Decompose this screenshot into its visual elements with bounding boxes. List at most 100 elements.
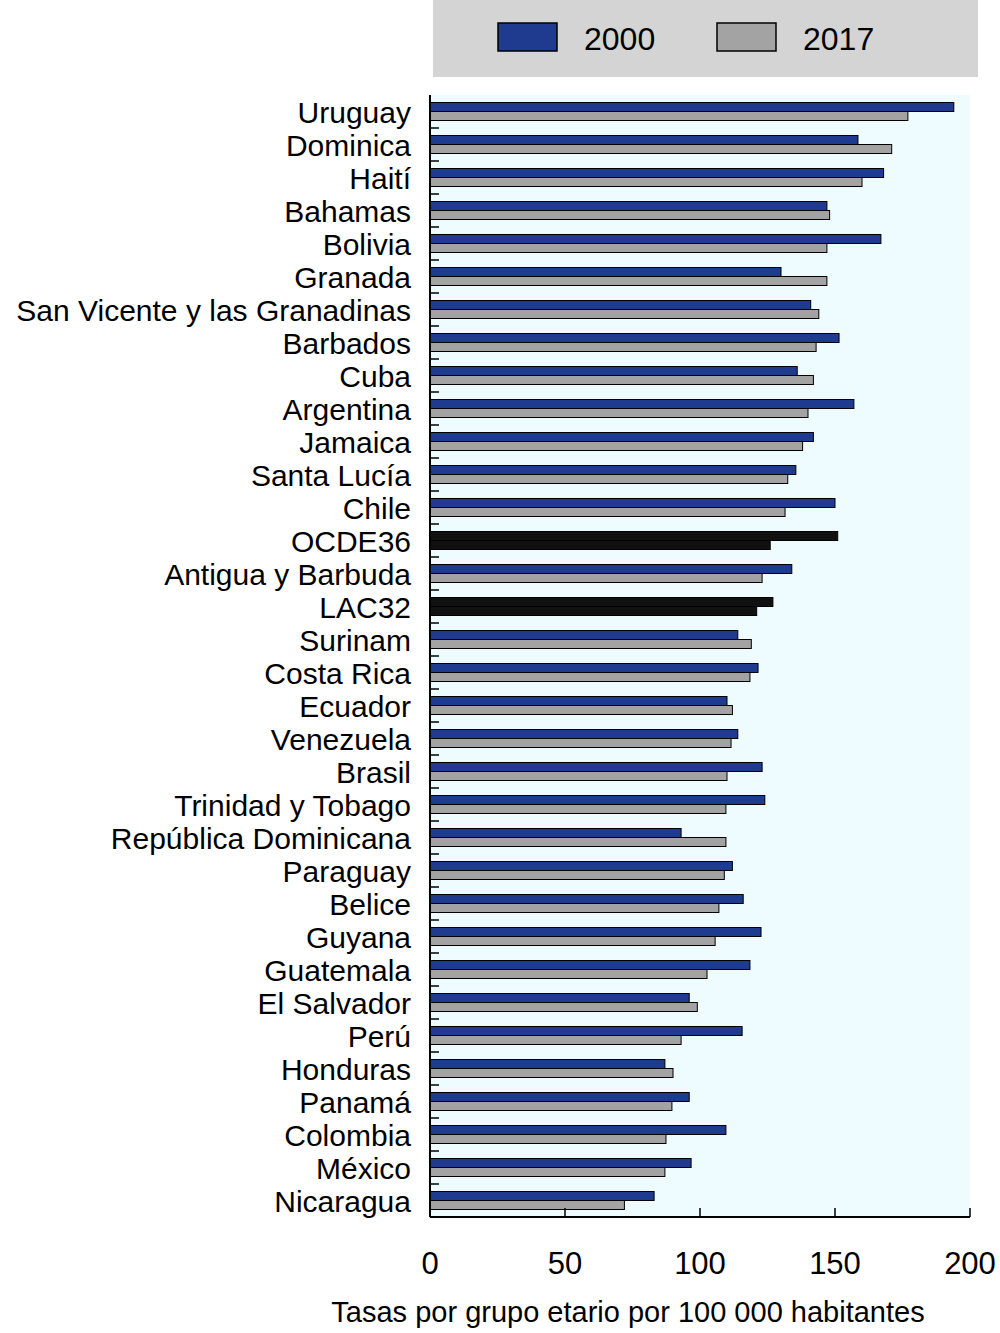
bar: [430, 664, 758, 673]
category-label: Antigua y Barbuda: [164, 558, 411, 591]
bar: [430, 169, 884, 178]
bar: [430, 202, 827, 211]
bar: [430, 376, 813, 385]
x-axis-title: Tasas por grupo etario por 100 000 habit…: [331, 1296, 924, 1328]
bar: [430, 301, 811, 310]
bar: [430, 103, 954, 112]
category-label: Ecuador: [299, 690, 411, 723]
legend-label: 2017: [803, 21, 874, 57]
legend-swatch: [498, 23, 557, 51]
bar: [430, 772, 727, 781]
bar: [430, 598, 773, 607]
category-label: Nicaragua: [274, 1185, 411, 1218]
x-tick: [969, 1208, 971, 1217]
category-separator: [430, 754, 439, 756]
bar: [430, 1192, 654, 1201]
category-separator: [430, 556, 439, 558]
category-label: Uruguay: [298, 96, 411, 129]
category-label: Cuba: [339, 360, 411, 393]
category-separator: [430, 886, 439, 888]
category-separator: [430, 193, 439, 195]
category-separator: [430, 589, 439, 591]
category-separator: [430, 787, 439, 789]
category-label: Panamá: [299, 1086, 411, 1119]
category-separator: [430, 721, 439, 723]
category-label: Guyana: [306, 921, 411, 954]
bar: [430, 970, 707, 979]
legend-swatch: [717, 23, 776, 51]
bar: [430, 1069, 673, 1078]
category-label: Costa Rica: [264, 657, 411, 690]
category-label: El Salvador: [258, 987, 411, 1020]
category-label: Paraguay: [283, 855, 411, 888]
bar: [430, 211, 830, 220]
category-label: Chile: [343, 492, 411, 525]
y-axis-line: [429, 95, 431, 1217]
bar: [430, 829, 681, 838]
legend-box: [433, 0, 978, 77]
bar: [430, 541, 770, 550]
bar: [430, 343, 816, 352]
bar: [430, 145, 892, 154]
category-label: San Vicente y las Granadinas: [16, 294, 411, 327]
bar: [430, 1126, 726, 1135]
category-label: Haití: [349, 162, 411, 195]
category-separator: [430, 391, 439, 393]
category-separator: [430, 226, 439, 228]
bar: [430, 1159, 691, 1168]
bar: [430, 904, 719, 913]
category-label: Surinam: [299, 624, 411, 657]
bar: [430, 697, 727, 706]
x-tick-label: 100: [674, 1246, 726, 1281]
x-tick: [834, 1208, 836, 1217]
bar: [430, 178, 862, 187]
bar: [430, 895, 743, 904]
bar: [430, 433, 813, 442]
bar: [430, 268, 781, 277]
bar: [430, 1060, 665, 1069]
bar: [430, 763, 762, 772]
category-label: Dominica: [286, 129, 411, 162]
bar: [430, 961, 750, 970]
category-label: Perú: [348, 1020, 411, 1053]
bar: [430, 1102, 672, 1111]
category-label: Brasil: [336, 756, 411, 789]
category-separator: [430, 1183, 439, 1185]
bar: [430, 499, 835, 508]
bars: [430, 103, 954, 1210]
category-label: Guatemala: [264, 954, 411, 987]
category-label: Bolivia: [323, 228, 412, 261]
category-label: Argentina: [283, 393, 412, 426]
bar: [430, 136, 858, 145]
category-label: Venezuela: [271, 723, 411, 756]
bar: [430, 1003, 697, 1012]
bar: [430, 235, 881, 244]
category-separator: [430, 160, 439, 162]
category-separator: [430, 1051, 439, 1053]
category-label: LAC32: [319, 591, 411, 624]
category-separator: [430, 622, 439, 624]
category-separator: [430, 358, 439, 360]
bar: [430, 928, 761, 937]
bar: [430, 508, 785, 517]
category-separator: [430, 952, 439, 954]
bar: [430, 112, 908, 121]
bar: [430, 1093, 689, 1102]
bar: [430, 532, 838, 541]
bar: [430, 400, 854, 409]
bar: [430, 739, 731, 748]
category-separator: [430, 688, 439, 690]
category-label: México: [316, 1152, 411, 1185]
bar: [430, 730, 738, 739]
category-separator: [430, 985, 439, 987]
category-label: Colombia: [284, 1119, 411, 1152]
bar: [430, 805, 726, 814]
category-label: Santa Lucía: [251, 459, 411, 492]
bar: [430, 706, 732, 715]
category-separator: [430, 1084, 439, 1086]
x-tick: [564, 1208, 566, 1217]
x-tick: [429, 1208, 431, 1217]
bar: [430, 1027, 742, 1036]
bar: [430, 1135, 666, 1144]
bar: [430, 994, 689, 1003]
